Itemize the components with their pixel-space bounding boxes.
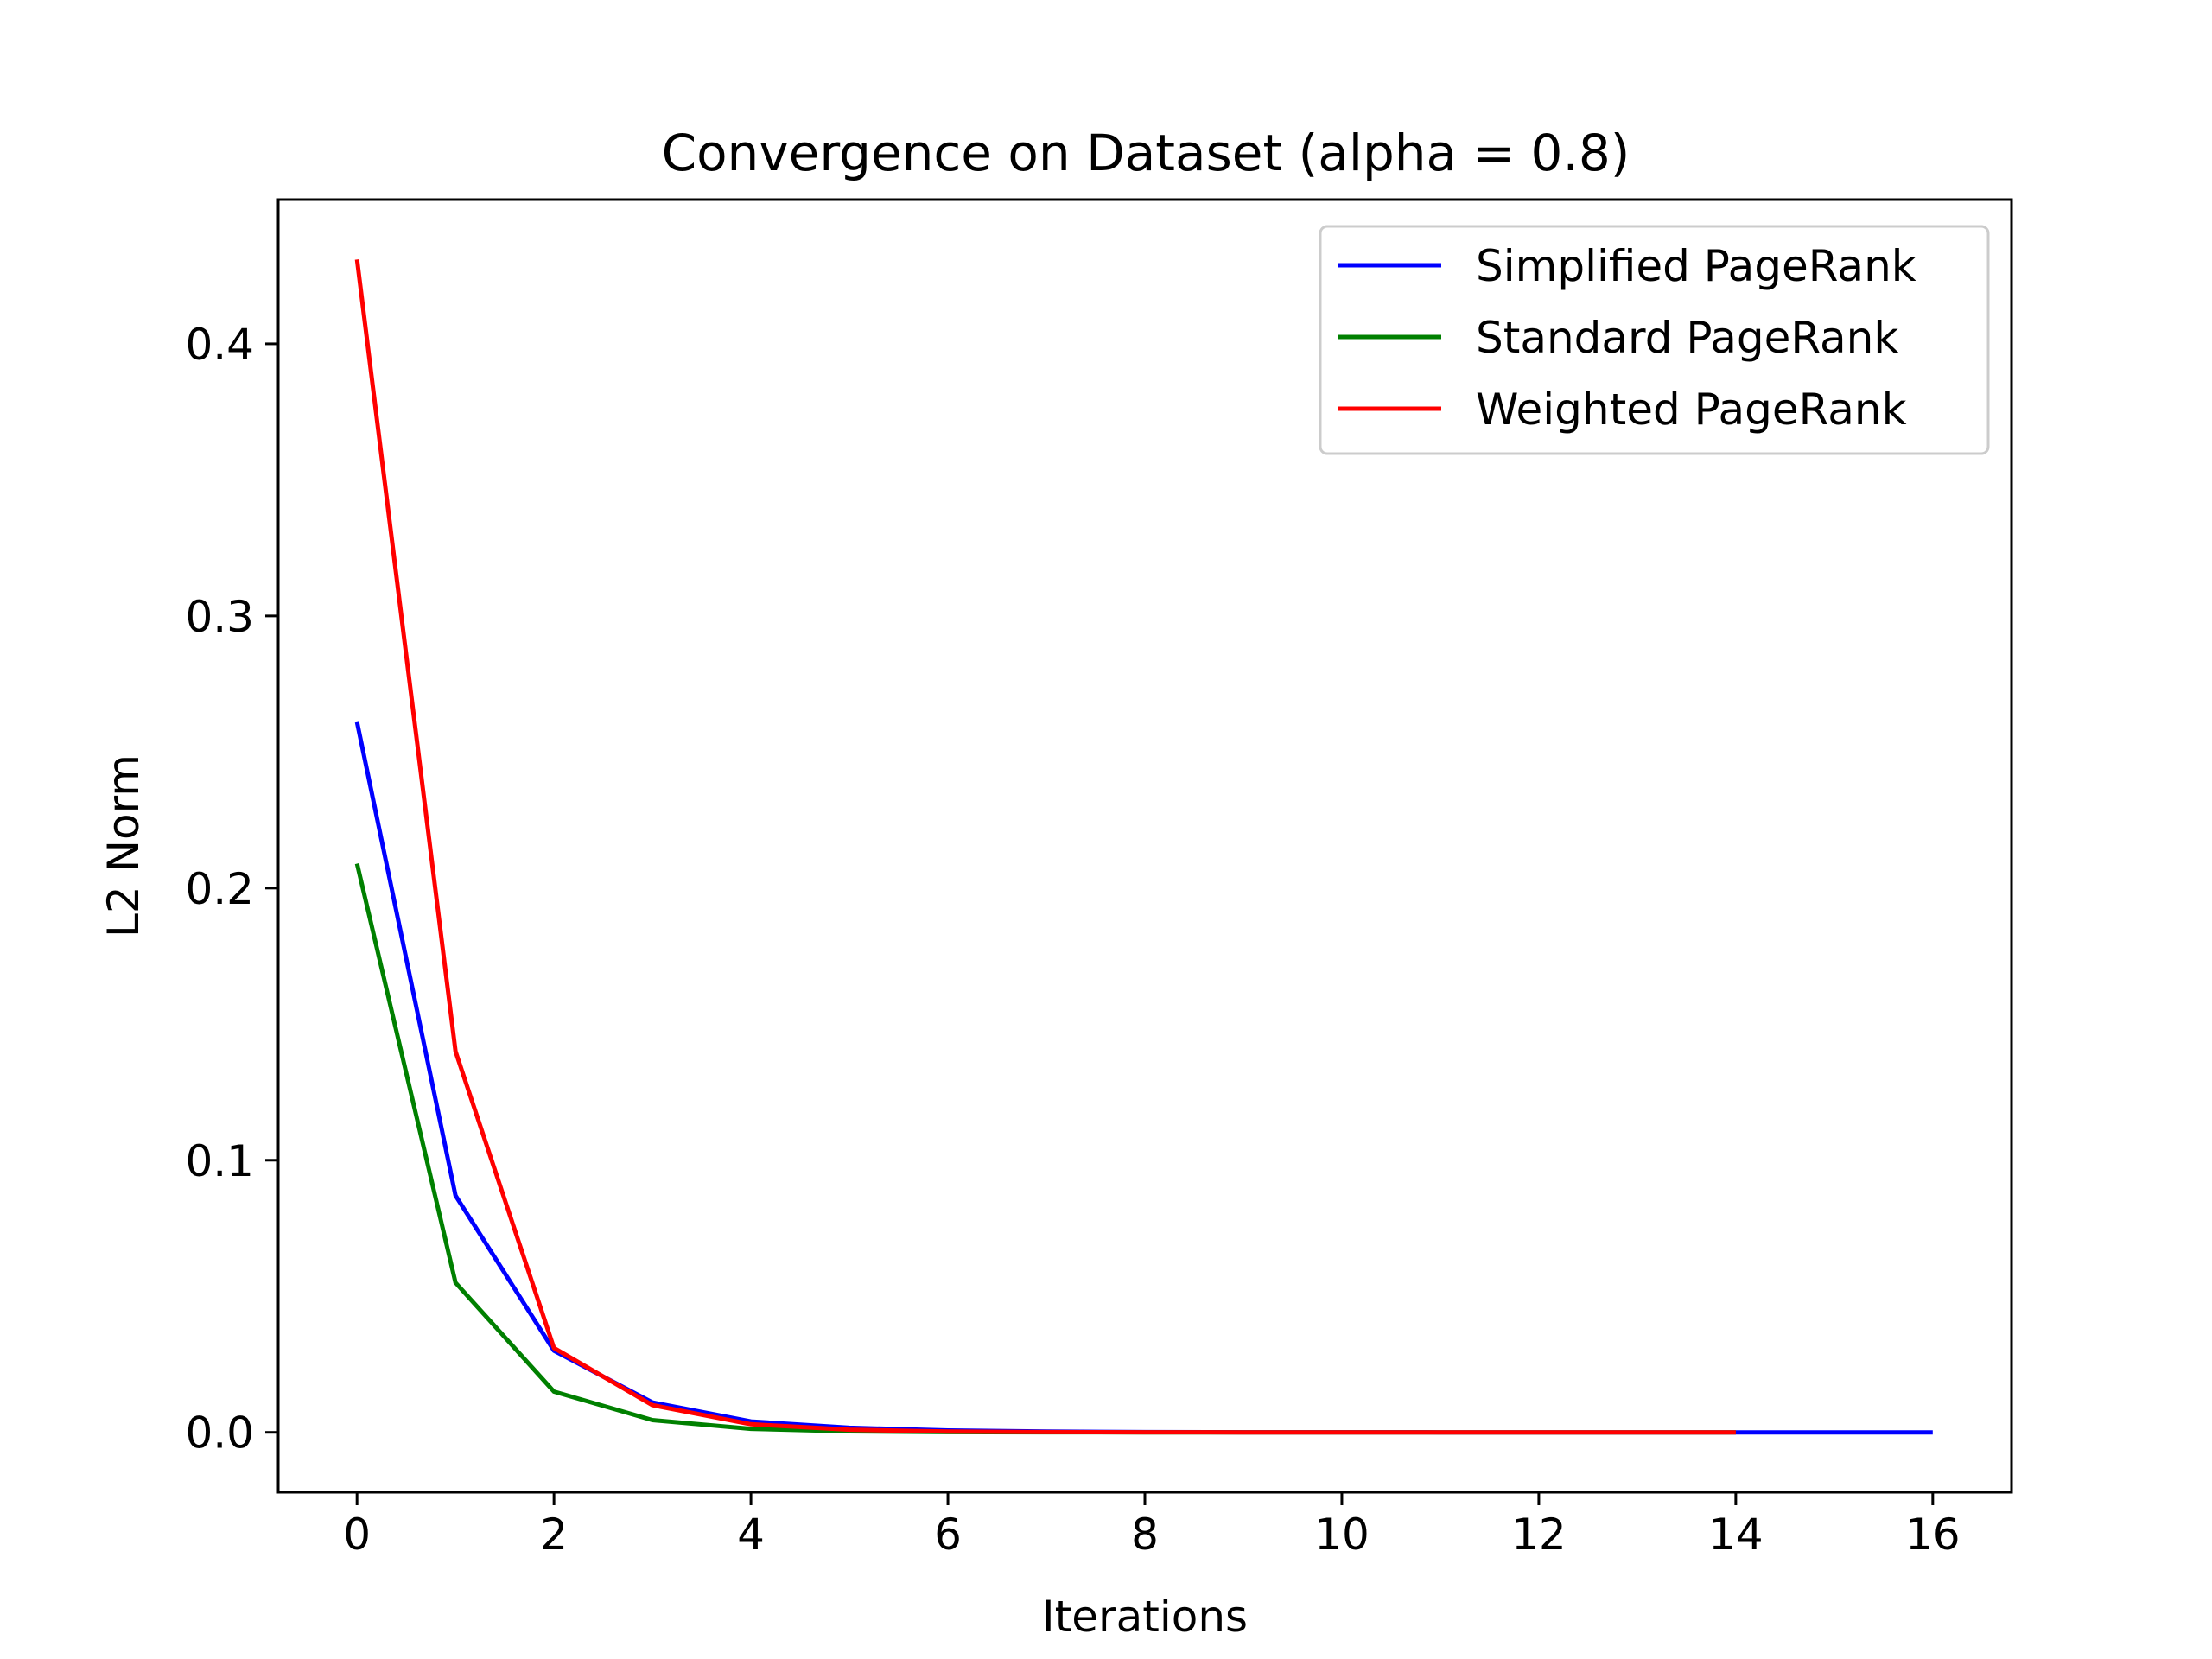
- x-tick-label: 4: [737, 1510, 765, 1560]
- x-tick-label: 10: [1314, 1510, 1370, 1560]
- y-tick-label: 0.1: [185, 1136, 254, 1186]
- x-tick-label: 2: [540, 1510, 568, 1560]
- legend: Simplified PageRank Standard PageRank Weig…: [1319, 225, 1990, 455]
- series-layer: [354, 258, 1933, 1435]
- x-tick-label: 6: [934, 1510, 962, 1560]
- legend-label-2: Weighted PageRank: [1476, 385, 1907, 435]
- legend-label-0: Simplified PageRank: [1476, 241, 1916, 291]
- x-tick-label: 14: [1708, 1510, 1764, 1560]
- x-axis-ticks: 0 2 4 6 8 10 12 14 16: [343, 1492, 1961, 1560]
- y-tick-label: 0.2: [185, 864, 254, 914]
- legend-box: [1319, 225, 1990, 455]
- legend-label-1: Standard PageRank: [1476, 313, 1898, 363]
- x-tick-label: 8: [1131, 1510, 1159, 1560]
- y-tick-label: 0.0: [185, 1408, 254, 1459]
- x-axis-label: Iterations: [1042, 1592, 1248, 1642]
- chart-title: Convergence on Dataset (alpha = 0.8): [662, 124, 1630, 182]
- series-line-2: [354, 258, 1736, 1435]
- y-axis-label: L2 Norm: [99, 754, 149, 938]
- x-tick-label: 16: [1905, 1510, 1961, 1560]
- y-tick-label: 0.3: [185, 592, 254, 642]
- y-axis-ticks: 0.0 0.1 0.2 0.3 0.4: [185, 320, 278, 1459]
- x-tick-label: 12: [1511, 1510, 1567, 1560]
- x-tick-label: 0: [343, 1510, 371, 1560]
- y-tick-label: 0.4: [185, 320, 254, 370]
